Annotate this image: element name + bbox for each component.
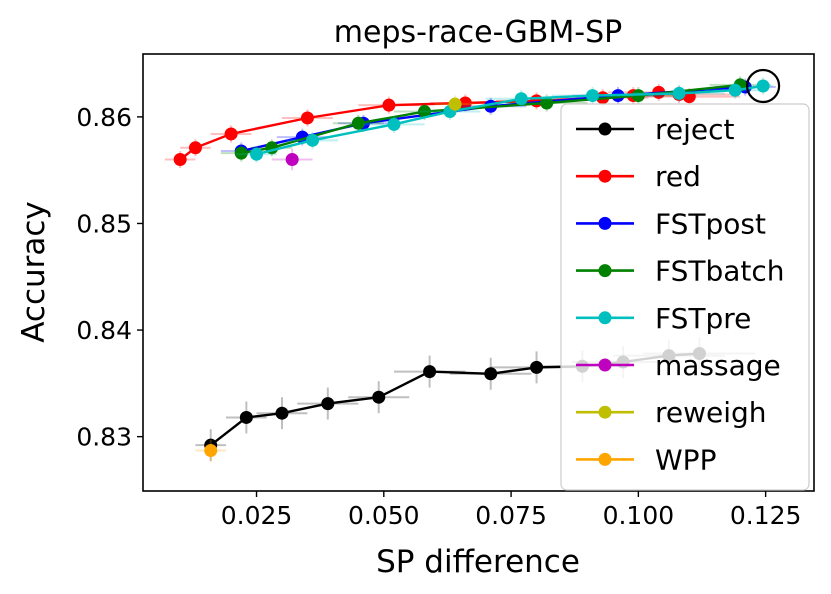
x-tick-label: 0.050 <box>348 501 420 530</box>
legend-item: massage <box>576 349 781 382</box>
legend-label: WPP <box>655 443 716 476</box>
data-point <box>448 97 462 111</box>
legend-item: FSTbatch <box>576 255 785 288</box>
data-point <box>285 153 299 167</box>
data-point <box>234 146 248 160</box>
data-point <box>484 367 498 381</box>
data-point <box>728 83 742 97</box>
data-point <box>224 127 238 141</box>
x-tick-label: 0.100 <box>603 501 675 530</box>
legend-marker <box>598 216 612 230</box>
legend-marker <box>598 452 612 466</box>
data-point <box>530 360 544 374</box>
legend-marker <box>598 122 612 136</box>
baseline-marker <box>745 68 781 104</box>
data-point <box>372 390 386 404</box>
data-point <box>275 406 289 420</box>
data-point <box>387 117 401 131</box>
legend-marker <box>598 264 612 278</box>
x-tick-label: 0.025 <box>221 501 293 530</box>
legend-label: FSTpre <box>655 302 751 335</box>
legend-label: massage <box>655 349 781 382</box>
legend-marker <box>598 169 612 183</box>
x-tick-label: 0.125 <box>730 501 802 530</box>
data-point <box>423 365 437 379</box>
legend-label: FSTbatch <box>655 255 785 288</box>
legend: reject red FSTpost FSTbatch FSTpre massage rew… <box>560 103 810 491</box>
series-fstpre <box>236 77 774 163</box>
y-tick-label: 0.86 <box>76 103 132 132</box>
data-point <box>300 111 314 125</box>
legend-item: WPP <box>576 443 716 476</box>
y-tick-label: 0.83 <box>76 423 132 452</box>
data-point <box>306 133 320 147</box>
legend-item: reweigh <box>576 396 767 429</box>
legend-item: FSTpost <box>576 207 766 240</box>
axis-ticks: 0.025 0.050 0.075 0.100 0.125 0.83 0.84 0.85 0.8… <box>76 103 801 530</box>
data-point <box>540 96 554 110</box>
data-point <box>351 116 365 130</box>
legend-item: red <box>576 160 701 193</box>
x-tick-label: 0.075 <box>475 501 547 530</box>
data-point <box>586 89 600 103</box>
legend-label: reject <box>655 113 735 146</box>
data-point <box>418 105 432 119</box>
data-point <box>250 147 264 161</box>
x-axis-label: SP difference <box>376 544 580 580</box>
series-wpp <box>195 439 226 462</box>
data-point <box>321 397 335 411</box>
legend-label: FSTpost <box>655 207 766 240</box>
chart-title: meps-race-GBM-SP <box>334 15 622 50</box>
y-axis-label: Accuracy <box>16 201 52 343</box>
data-point <box>382 98 396 112</box>
data-point <box>756 79 770 93</box>
series-massage <box>271 148 313 171</box>
data-point <box>239 410 253 424</box>
data-point <box>514 92 528 106</box>
y-tick-label: 0.85 <box>76 209 132 238</box>
y-tick-label: 0.84 <box>76 316 132 345</box>
legend-item: FSTpre <box>576 302 751 335</box>
legend-marker <box>598 405 612 419</box>
data-point <box>458 96 472 110</box>
legend-label: reweigh <box>655 396 767 429</box>
axes-frame <box>142 53 815 492</box>
legend-marker <box>598 311 612 325</box>
data-point <box>672 86 686 100</box>
legend-box <box>560 103 810 491</box>
data-point <box>188 141 202 155</box>
data-point <box>173 153 187 167</box>
series-reweigh <box>434 95 476 113</box>
legend-item: reject <box>576 113 735 146</box>
legend-marker <box>598 358 612 372</box>
legend-label: red <box>655 160 701 193</box>
data-point <box>204 443 218 457</box>
